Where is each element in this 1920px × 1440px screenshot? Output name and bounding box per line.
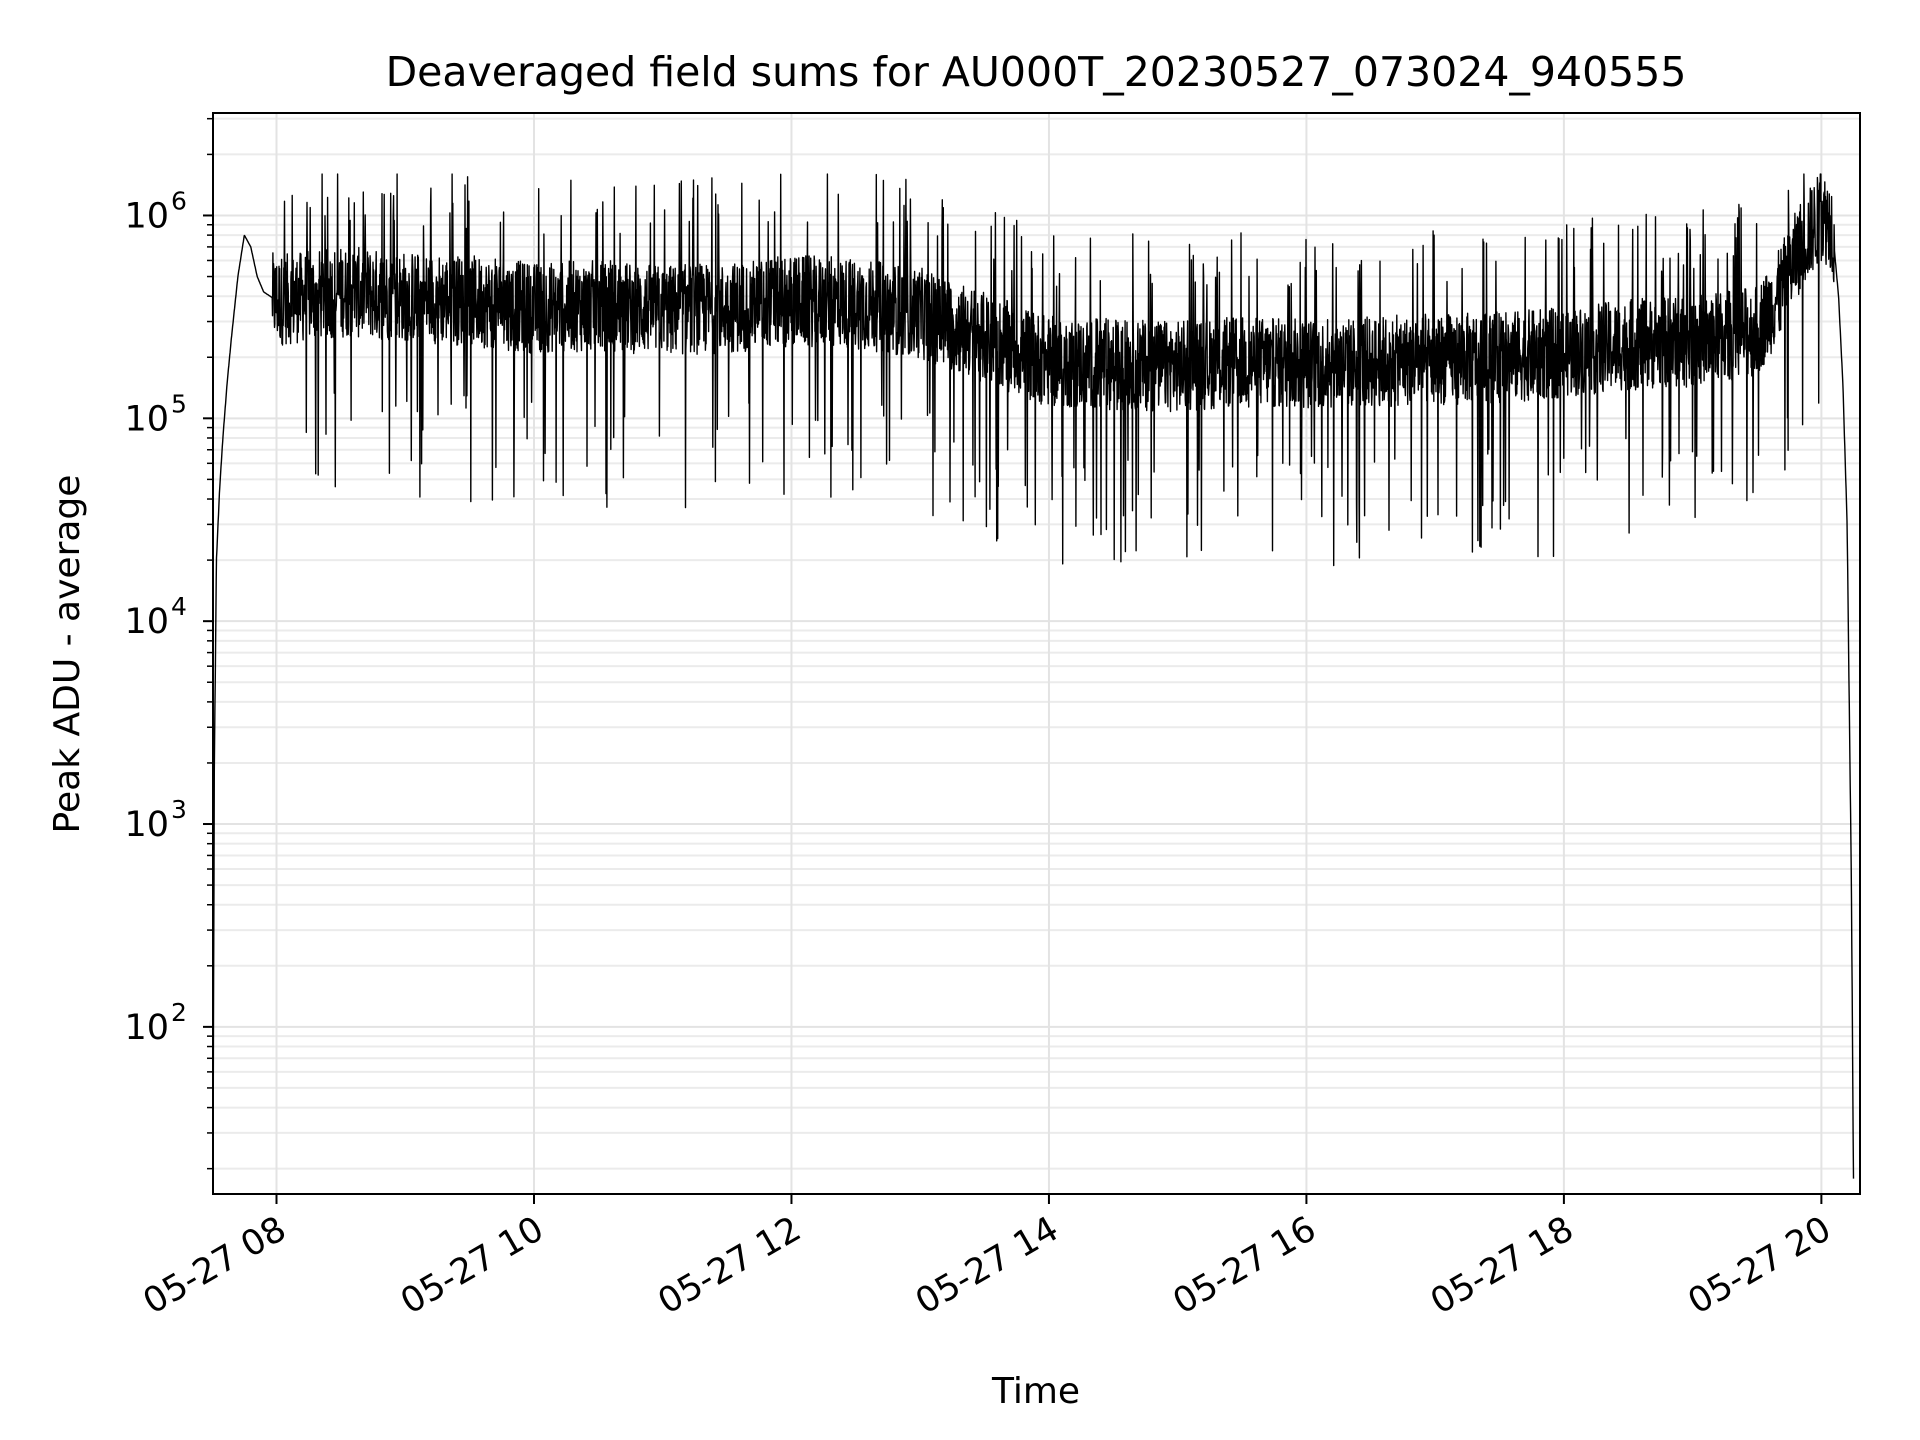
y-tick-label-exponent: 4 xyxy=(171,592,187,621)
y-tick-label: 10 xyxy=(124,196,169,236)
y-axis-label: Peak ADU - average xyxy=(47,475,88,834)
plot-frame xyxy=(212,112,1861,1195)
chart-title: Deaveraged field sums for AU000T_2023052… xyxy=(386,48,1687,96)
y-tick-label: 10 xyxy=(124,1008,169,1048)
y-tick-label-exponent: 3 xyxy=(171,795,187,824)
y-tick-label-exponent: 6 xyxy=(171,186,187,215)
grid xyxy=(213,113,1860,1194)
y-tick-label-exponent: 2 xyxy=(171,998,187,1027)
x-axis-label: Time xyxy=(991,1371,1080,1412)
y-tick-label: 10 xyxy=(124,399,169,439)
y-tick-label: 10 xyxy=(124,602,169,642)
y-tick-label: 10 xyxy=(124,805,169,845)
data-layer xyxy=(212,173,1855,1195)
y-tick-label-exponent: 5 xyxy=(171,389,187,418)
series-line xyxy=(212,173,1855,1195)
